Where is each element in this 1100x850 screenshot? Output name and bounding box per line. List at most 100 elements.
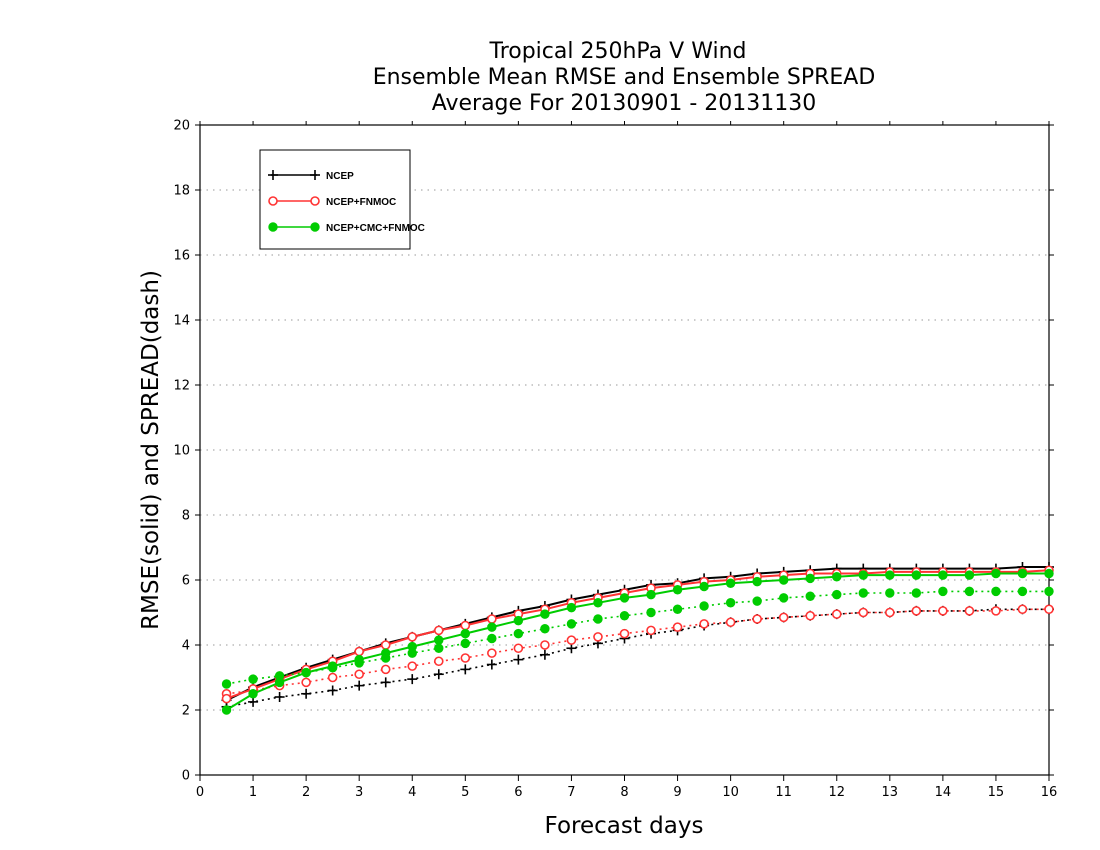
- spread-point: [566, 619, 577, 629]
- spread-line: [226, 590, 1049, 685]
- rmse-point: [725, 578, 736, 588]
- rmse-line: [226, 566, 1049, 702]
- rmse-point: [487, 614, 497, 624]
- rmse-point: [805, 573, 815, 584]
- spread-point: [858, 607, 869, 618]
- spread-point: [486, 659, 497, 670]
- spread-point: [327, 685, 338, 696]
- y-tick-label: 20: [173, 119, 190, 134]
- legend-marker-start: [268, 170, 278, 180]
- rmse-point: [593, 598, 603, 608]
- legend-item: NCEP+CMC+FNMOC: [268, 222, 425, 234]
- spread-point: [354, 669, 364, 680]
- spread-point: [672, 622, 683, 632]
- spread-point: [487, 633, 497, 644]
- spread-point: [433, 656, 444, 667]
- rmse-point: [540, 609, 550, 619]
- spread-point: [566, 635, 577, 645]
- rmse-point: [460, 620, 471, 631]
- x-tick-label: 8: [620, 785, 628, 800]
- rmse-point: [248, 689, 258, 699]
- rmse-point: [513, 615, 524, 626]
- rmse-point: [672, 585, 683, 595]
- x-tick-label: 2: [302, 785, 310, 800]
- legend-box: [259, 149, 411, 250]
- spread-point: [407, 661, 418, 671]
- legend-item: NCEP+FNMOC: [268, 196, 396, 208]
- legend-label: NCEP+CMC+FNMOC: [326, 223, 425, 234]
- spread-point: [725, 617, 736, 628]
- title-line-2: Ensemble Mean RMSE and Ensemble SPREAD: [373, 65, 876, 90]
- rmse-point: [699, 581, 709, 592]
- rmse-point: [354, 654, 364, 665]
- rmse-point: [566, 602, 577, 613]
- rmse-point: [646, 589, 656, 600]
- spread-point: [699, 619, 709, 629]
- rmse-point: [911, 570, 922, 580]
- rmse-point: [380, 640, 391, 650]
- rmse-point: [619, 593, 630, 603]
- rmse-line: [226, 569, 1050, 700]
- spread-point: [539, 649, 550, 660]
- legend-marker-start: [268, 196, 278, 206]
- spread-point: [619, 628, 630, 639]
- spread-point: [433, 669, 444, 680]
- legend: NCEP NCEP+FNMOC NCEP+CMC+FNMOC: [259, 149, 425, 250]
- spread-point: [646, 625, 656, 636]
- x-tick-label: 16: [1041, 785, 1058, 800]
- spread-point: [805, 591, 815, 601]
- rmse-point: [381, 648, 391, 658]
- legend-item: NCEP: [268, 170, 354, 182]
- x-tick-label: 9: [673, 785, 681, 800]
- title-line-3: Average For 20130901 - 20131130: [432, 91, 817, 116]
- x-tick-label: 6: [514, 785, 522, 800]
- spread-line: [226, 608, 1049, 708]
- x-tick-label: 0: [196, 785, 204, 800]
- rmse-point: [487, 622, 497, 632]
- rmse-point: [301, 667, 311, 678]
- spread-point: [593, 614, 603, 624]
- rmse-point: [354, 646, 364, 657]
- y-tick-label: 14: [173, 314, 190, 329]
- spread-point: [725, 598, 736, 608]
- x-tick-label: 11: [775, 785, 792, 800]
- legend-marker-end: [310, 222, 320, 232]
- y-axis-label: RMSE(solid) and SPREAD(dash): [138, 270, 164, 630]
- y-tick-label: 0: [182, 769, 190, 784]
- rmse-point: [832, 572, 842, 582]
- spread-point: [699, 601, 709, 611]
- spread-point: [831, 609, 842, 619]
- spread-point: [380, 677, 391, 688]
- x-tick-label: 3: [355, 785, 363, 800]
- x-tick-label: 12: [828, 785, 845, 800]
- spread-point: [460, 638, 471, 649]
- spread-point: [778, 612, 789, 623]
- chart-title: Tropical 250hPa V Wind Ensemble Mean RMS…: [373, 39, 876, 116]
- spread-point: [964, 586, 975, 597]
- spread-point: [248, 674, 258, 684]
- x-tick-label: 4: [408, 785, 416, 800]
- spread-point: [991, 606, 1001, 616]
- spread-point: [619, 611, 630, 621]
- y-tick-label: 8: [182, 509, 190, 524]
- legend-marker-end: [310, 170, 320, 180]
- rmse-point: [752, 576, 762, 587]
- series-0: [221, 562, 1054, 712]
- legend-marker-start: [268, 222, 278, 232]
- spread-point: [513, 654, 524, 665]
- spread-point: [380, 664, 391, 675]
- spread-point: [752, 596, 762, 606]
- rmse-point: [460, 628, 471, 639]
- y-tick-label: 4: [182, 639, 190, 654]
- spread-point: [938, 586, 948, 597]
- rmse-point: [964, 570, 975, 580]
- spread-point: [460, 653, 471, 663]
- rmse-point: [221, 705, 232, 715]
- x-axis-label: Forecast days: [545, 813, 704, 839]
- rmse-point: [1044, 568, 1054, 579]
- spread-point: [778, 593, 789, 603]
- rmse-line: [225, 572, 1049, 711]
- rmse-point: [221, 693, 232, 704]
- spread-point: [327, 672, 338, 683]
- spread-point: [752, 614, 762, 624]
